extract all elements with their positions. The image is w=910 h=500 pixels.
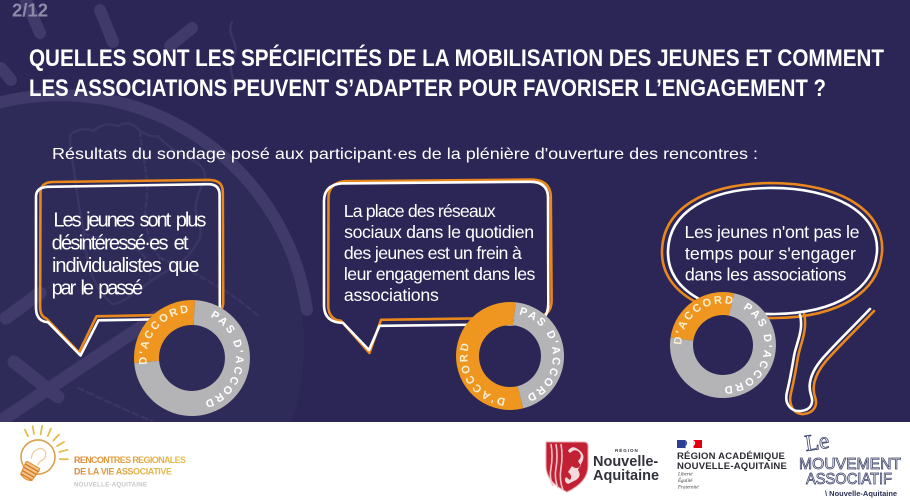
svg-text:Liberté: Liberté — [677, 473, 693, 478]
svg-text:La place des réseaux: La place des réseaux — [344, 201, 496, 221]
svg-text:Les jeunes sont plus: Les jeunes sont plus — [53, 210, 206, 232]
svg-text:Fraternité: Fraternité — [677, 486, 699, 491]
svg-text:ASSOCIATIF: ASSOCIATIF — [806, 471, 892, 488]
svg-text:temps pour s'engager: temps pour s'engager — [685, 243, 856, 263]
svg-text:QUELLES SONT LES SPÉCIFICITÉS: QUELLES SONT LES SPÉCIFICITÉS DE LA MOBI… — [29, 44, 884, 72]
svg-text:2/12: 2/12 — [12, 0, 48, 21]
svg-text:Le: Le — [803, 428, 831, 456]
svg-text:RENCONTRES REGIONALES: RENCONTRES REGIONALES — [74, 455, 186, 465]
svg-text:LES ASSOCIATIONS PEUVENT S’ADA: LES ASSOCIATIONS PEUVENT S’ADAPTER POUR … — [29, 75, 826, 102]
svg-text:\ Nouvelle-Aquitaine: \ Nouvelle-Aquitaine — [825, 489, 897, 498]
svg-text:dans les associations: dans les associations — [685, 265, 847, 285]
svg-text:associations: associations — [344, 285, 439, 305]
svg-text:MOUVEMENT: MOUVEMENT — [799, 456, 902, 473]
svg-text:Résultats du sondage posé aux: Résultats du sondage posé aux participan… — [52, 146, 758, 163]
svg-text:Aquitaine: Aquitaine — [593, 468, 659, 484]
svg-text:sociaux dans le quotidien: sociaux dans le quotidien — [344, 222, 534, 242]
svg-text:des jeunes est un frein à: des jeunes est un frein à — [344, 243, 522, 263]
svg-text:RÉGION ACADÉMIQUE: RÉGION ACADÉMIQUE — [677, 451, 785, 462]
svg-text:par le passé: par le passé — [52, 278, 144, 300]
svg-text:Égalité: Égalité — [677, 478, 693, 484]
svg-text:désintéressé·es et: désintéressé·es et — [52, 232, 189, 254]
svg-text:RÉGION: RÉGION — [615, 446, 639, 453]
svg-text:NOUVELLE-AQUITAINE: NOUVELLE-AQUITAINE — [74, 482, 147, 489]
svg-text:leur engagement dans les: leur engagement dans les — [344, 264, 536, 284]
svg-text:individualistes que: individualistes que — [52, 255, 200, 277]
svg-text:Les jeunes n'ont pas le: Les jeunes n'ont pas le — [685, 222, 860, 242]
svg-text:Nouvelle-: Nouvelle- — [593, 454, 658, 470]
svg-text:NOUVELLE-AQUITAINE: NOUVELLE-AQUITAINE — [677, 461, 787, 472]
svg-text:DE LA VIE ASSOCIATIVE: DE LA VIE ASSOCIATIVE — [74, 467, 172, 477]
